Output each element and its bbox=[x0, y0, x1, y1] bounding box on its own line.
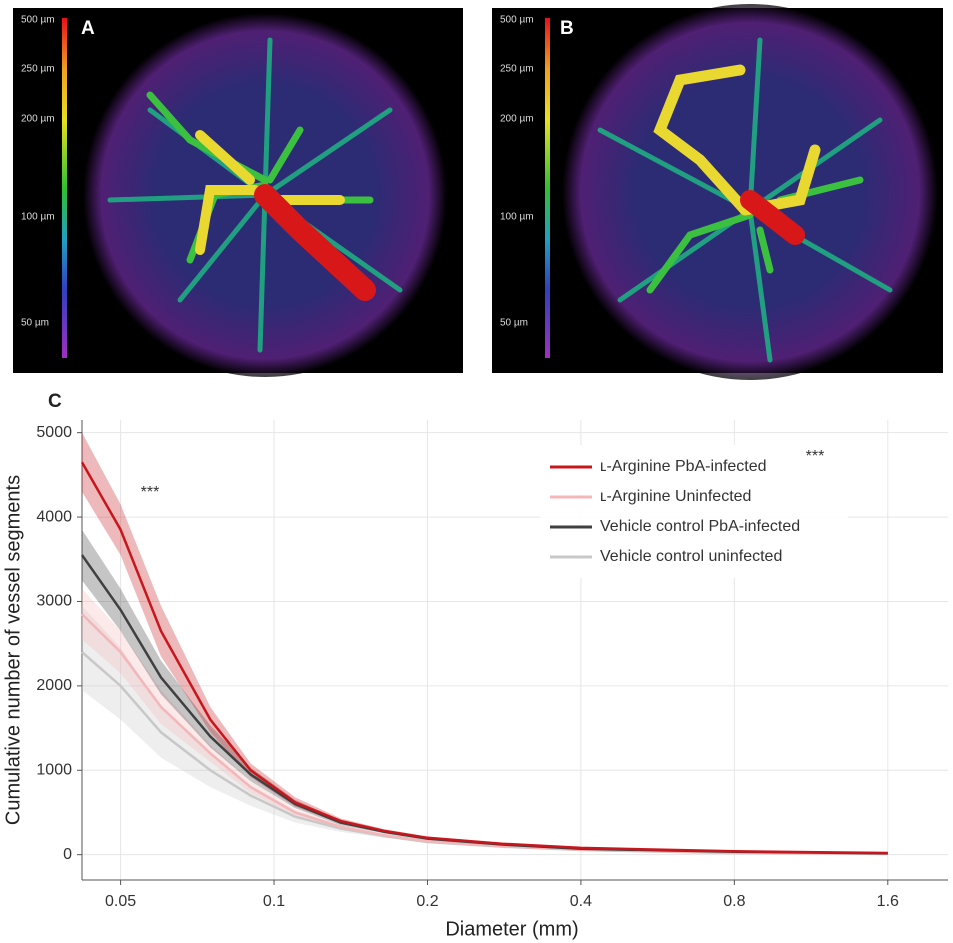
vessels bbox=[597, 37, 893, 363]
y-tick-label: 0 bbox=[63, 846, 72, 863]
x-tick-label: 0.4 bbox=[570, 893, 592, 910]
legend-label: Vehicle control uninfected bbox=[600, 548, 782, 565]
x-tick-label: 0.05 bbox=[105, 893, 136, 910]
x-tick-label: 0.8 bbox=[723, 893, 745, 910]
x-axis-title: Diameter (mm) bbox=[445, 918, 578, 940]
panel-label: C bbox=[48, 391, 62, 412]
y-tick-label: 5000 bbox=[36, 424, 72, 441]
x-tick-label: 1.6 bbox=[877, 893, 899, 910]
scale-label: 250 µm bbox=[500, 64, 534, 75]
y-tick-label: 2000 bbox=[36, 677, 72, 694]
scale-label: 200 µm bbox=[21, 114, 55, 125]
scale-label: 250 µm bbox=[21, 64, 55, 75]
legend-label: Vehicle control PbA-infected bbox=[600, 518, 800, 535]
legend: ʟ-Arginine PbA-infected ʟ-Arginine Uninfe… bbox=[540, 445, 848, 578]
scale-label: 100 µm bbox=[21, 212, 55, 223]
scale-label: 100 µm bbox=[500, 212, 534, 223]
panel-label: A bbox=[81, 18, 95, 39]
y-tick-label: 1000 bbox=[36, 761, 72, 778]
annotation: *** bbox=[806, 448, 825, 465]
vessels bbox=[107, 37, 403, 353]
x-tick-label: 0.1 bbox=[263, 893, 285, 910]
scale-label: 500 µm bbox=[500, 15, 534, 26]
scale-label: 50 µm bbox=[21, 318, 49, 329]
scale-label: 50 µm bbox=[500, 318, 528, 329]
color-bar bbox=[545, 18, 550, 358]
panel-a: A 500 µm 250 µm 200 µm 100 µm 50 µm bbox=[13, 8, 463, 377]
panel-label: B bbox=[560, 18, 574, 39]
scale-label: 500 µm bbox=[21, 15, 55, 26]
series-line bbox=[80, 461, 888, 855]
scale-label: 200 µm bbox=[500, 114, 534, 125]
annotation: *** bbox=[141, 484, 160, 501]
y-tick-label: 4000 bbox=[36, 508, 72, 525]
x-tick-label: 0.2 bbox=[416, 893, 438, 910]
color-bar bbox=[62, 18, 67, 358]
chart: C 0 1000 2000 3000 4000 5000 0.05 0.1 0.2 0.4 0.8 1.… bbox=[2, 391, 948, 940]
legend-label: ʟ-Arginine PbA-infected bbox=[600, 458, 767, 475]
y-axis-title: Cumulative number of vessel segments bbox=[2, 475, 24, 825]
legend-label: ʟ-Arginine Uninfected bbox=[600, 488, 751, 505]
y-tick-label: 3000 bbox=[36, 593, 72, 610]
panel-b: B 500 µm 250 µm 200 µm 100 µm 50 µm bbox=[492, 4, 943, 380]
